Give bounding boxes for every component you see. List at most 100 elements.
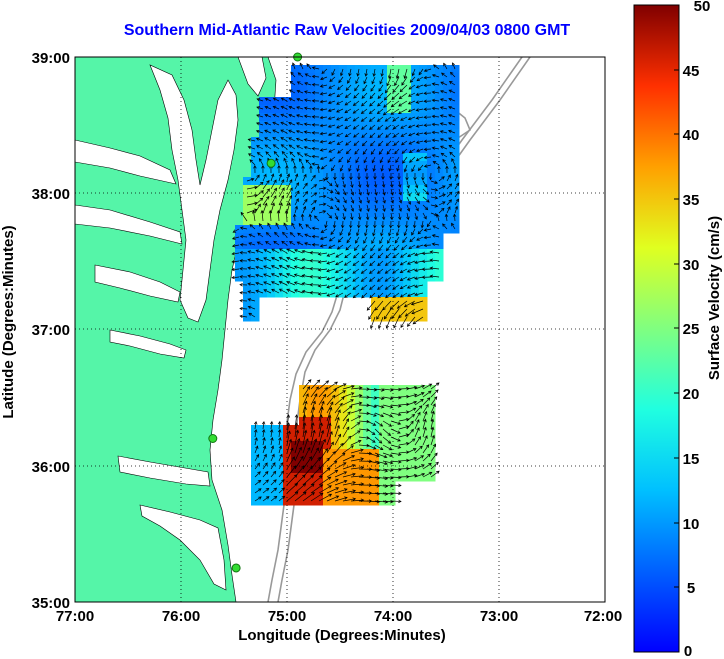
velocity-cell bbox=[315, 425, 324, 434]
velocity-arrow bbox=[318, 194, 327, 199]
velocity-arrow bbox=[406, 473, 418, 478]
velocity-cell bbox=[259, 113, 268, 122]
velocity-cell bbox=[251, 305, 260, 314]
velocity-arrow bbox=[334, 180, 339, 188]
velocity-cell bbox=[307, 241, 316, 250]
velocity-cell bbox=[259, 273, 268, 282]
velocity-cell bbox=[403, 417, 412, 426]
velocity-cell bbox=[347, 265, 356, 274]
velocity-arrow bbox=[278, 179, 285, 190]
velocity-cell bbox=[315, 105, 324, 114]
velocity-cell bbox=[307, 233, 316, 242]
velocity-arrow bbox=[384, 268, 392, 274]
velocity-arrow bbox=[430, 396, 438, 406]
velocity-arrow bbox=[364, 164, 368, 172]
velocity-arrow bbox=[385, 132, 392, 138]
colorbar-tick: 45 bbox=[683, 63, 700, 80]
velocity-cell bbox=[299, 449, 308, 458]
velocity-arrow bbox=[350, 430, 361, 438]
velocity-arrow bbox=[326, 212, 333, 219]
velocity-cell bbox=[347, 241, 356, 250]
velocity-arrow bbox=[398, 204, 402, 212]
velocity-cell bbox=[411, 433, 420, 442]
velocity-arrow bbox=[326, 196, 334, 201]
velocity-cell bbox=[411, 81, 420, 90]
velocity-arrow bbox=[278, 437, 282, 446]
velocity-arrow bbox=[334, 276, 344, 281]
velocity-arrow bbox=[342, 418, 349, 430]
velocity-cell bbox=[339, 265, 348, 274]
velocity-arrow bbox=[286, 202, 291, 214]
velocity-cell bbox=[259, 473, 268, 482]
velocity-arrow bbox=[278, 470, 285, 478]
velocity-arrow bbox=[414, 427, 420, 438]
pamlico-sound bbox=[117, 455, 227, 591]
velocity-cell bbox=[291, 193, 300, 202]
velocity-arrow bbox=[276, 209, 281, 222]
velocity-cell bbox=[451, 113, 460, 122]
velocity-cell bbox=[323, 273, 332, 282]
velocity-arrow bbox=[343, 284, 352, 290]
velocity-arrow bbox=[328, 140, 336, 145]
velocity-cell bbox=[371, 113, 380, 122]
velocity-cell bbox=[315, 409, 324, 418]
velocity-arrow bbox=[398, 92, 408, 100]
velocity-cell bbox=[331, 289, 340, 298]
velocity-arrow bbox=[431, 106, 440, 111]
velocity-cell bbox=[435, 161, 444, 170]
velocity-arrow bbox=[270, 479, 277, 486]
velocity-cell bbox=[395, 273, 404, 282]
velocity-arrow bbox=[386, 148, 392, 155]
velocity-arrow bbox=[271, 256, 280, 262]
velocity-cell bbox=[307, 161, 316, 170]
velocity-cell bbox=[315, 393, 324, 402]
velocity-cell bbox=[251, 249, 260, 258]
velocity-cell bbox=[419, 161, 428, 170]
velocity-arrow bbox=[262, 195, 270, 206]
velocity-cell bbox=[315, 161, 324, 170]
velocity-arrow bbox=[253, 420, 258, 430]
velocity-arrow bbox=[423, 83, 432, 88]
velocity-arrow bbox=[365, 172, 369, 181]
velocity-cell bbox=[267, 225, 276, 234]
velocity-cell bbox=[427, 129, 436, 138]
velocity-arrow bbox=[263, 249, 272, 254]
velocity-cell bbox=[307, 393, 316, 402]
velocity-cell bbox=[315, 153, 324, 162]
velocity-cell bbox=[291, 465, 300, 474]
velocity-arrow bbox=[278, 173, 283, 182]
velocity-arrow bbox=[294, 190, 300, 198]
velocity-cell bbox=[291, 153, 300, 162]
velocity-cell bbox=[355, 129, 364, 138]
velocity-arrow bbox=[374, 396, 385, 400]
velocity-cell bbox=[339, 249, 348, 258]
velocity-arrow bbox=[303, 106, 312, 110]
velocity-cell bbox=[259, 249, 268, 258]
velocity-cell bbox=[379, 241, 388, 250]
velocity-arrow bbox=[372, 228, 376, 237]
velocity-cell bbox=[291, 265, 300, 274]
velocity-cell bbox=[411, 129, 420, 138]
velocity-cell bbox=[443, 73, 452, 82]
velocity-arrow bbox=[399, 84, 408, 93]
velocity-cell bbox=[443, 121, 452, 130]
velocity-arrow bbox=[393, 140, 400, 146]
velocity-arrow bbox=[350, 415, 362, 422]
velocity-cell bbox=[411, 425, 420, 434]
velocity-arrow bbox=[344, 124, 352, 129]
velocity-cell bbox=[275, 121, 284, 130]
velocity-arrow bbox=[305, 159, 312, 166]
velocity-cell bbox=[355, 273, 364, 282]
velocity-arrow bbox=[306, 63, 312, 70]
velocity-arrow bbox=[429, 258, 440, 262]
velocity-cell bbox=[371, 137, 380, 146]
velocity-arrow bbox=[382, 108, 392, 116]
velocity-arrow bbox=[350, 196, 355, 204]
velocity-arrow bbox=[408, 140, 416, 145]
velocity-cell bbox=[251, 257, 260, 266]
velocity-arrow bbox=[369, 92, 376, 100]
velocity-arrow bbox=[317, 276, 328, 280]
velocity-cell bbox=[419, 145, 428, 154]
velocity-cell bbox=[323, 225, 332, 234]
velocity-arrow bbox=[421, 267, 432, 272]
